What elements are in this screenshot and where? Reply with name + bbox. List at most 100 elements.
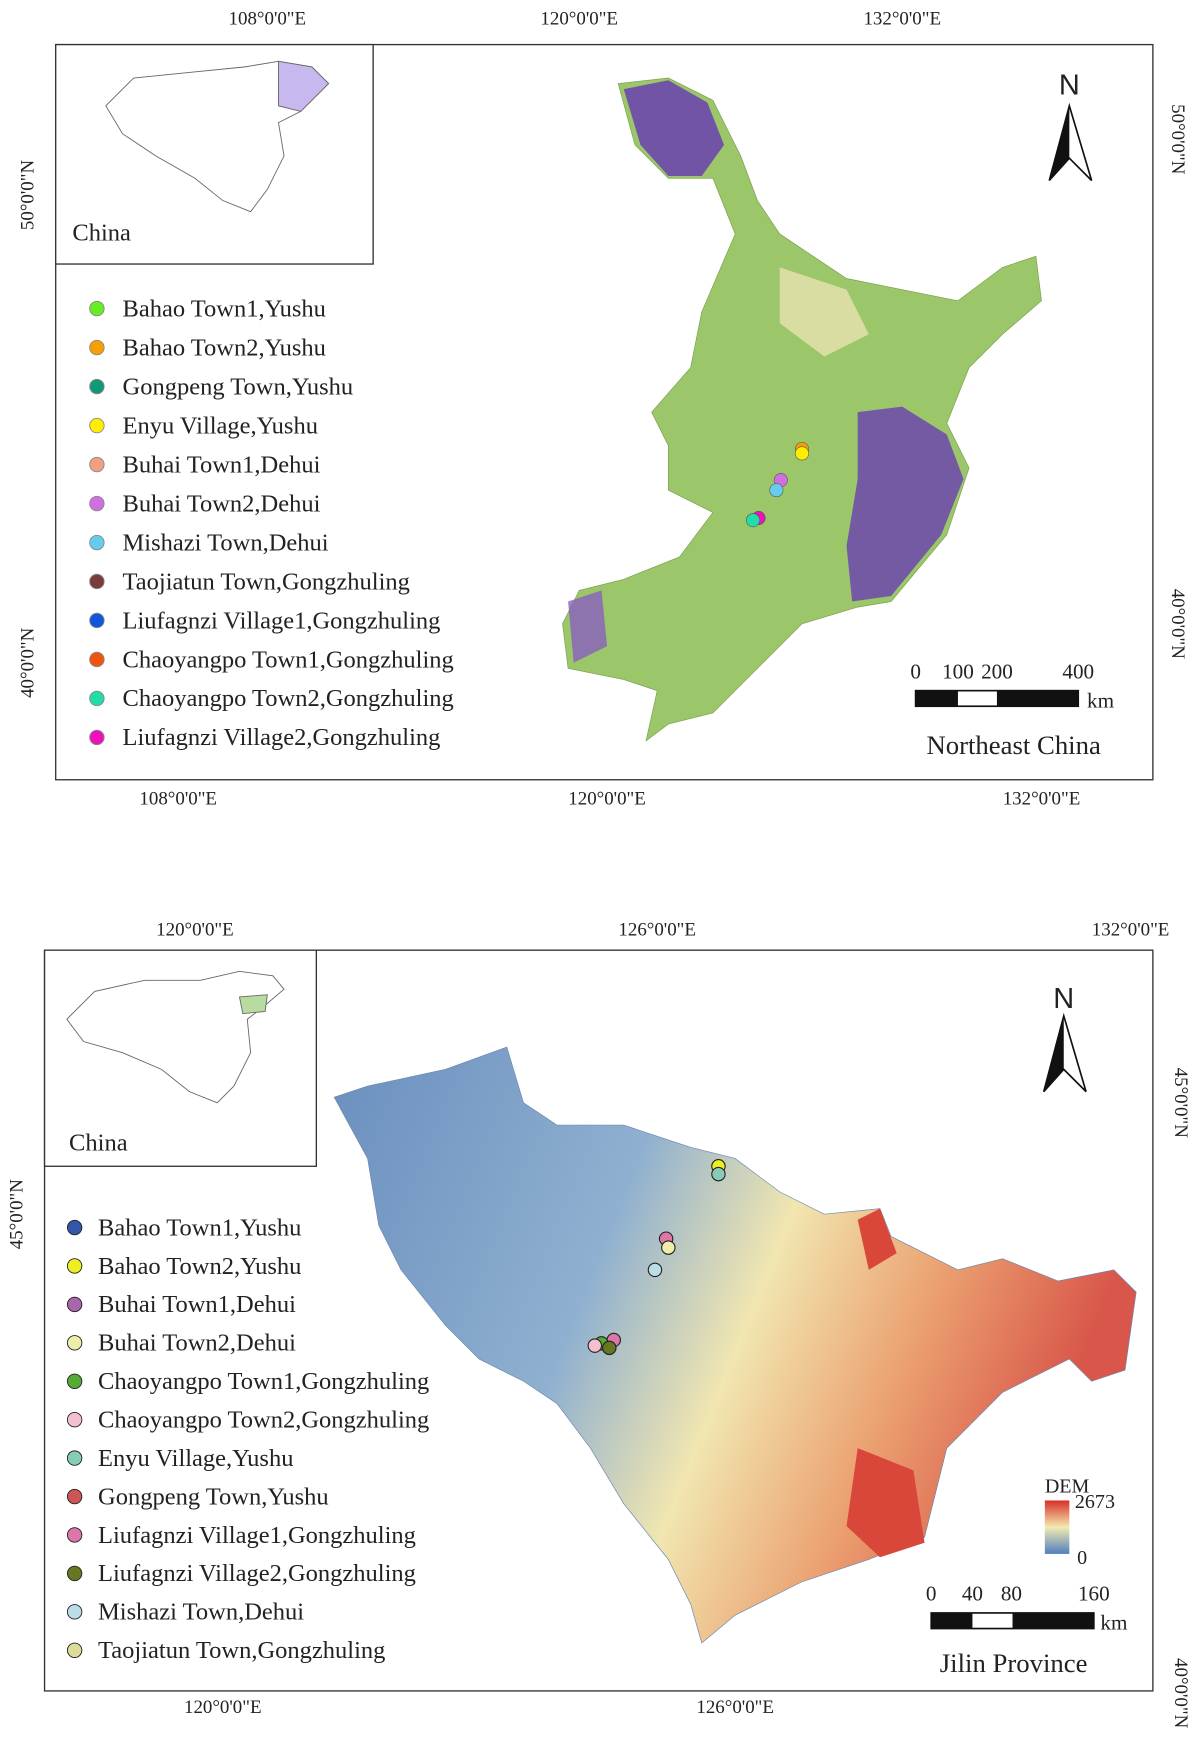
legend-marker xyxy=(89,612,105,629)
longitude-label: 108°0'0"E xyxy=(229,9,307,30)
legend-marker xyxy=(89,573,105,590)
legend-label: Chaoyangpo Town1,Gongzhuling xyxy=(98,1368,429,1395)
legend-label: Liufagnzi Village2,Gongzhuling xyxy=(123,724,441,751)
legend-marker xyxy=(66,1488,83,1505)
longitude-label: 132°0'0"E xyxy=(1003,788,1081,809)
longitude-label: 126°0'0"E xyxy=(696,1697,774,1718)
legend-label: Gongpeng Town,Yushu xyxy=(123,373,354,400)
scale-unit: km xyxy=(1100,1611,1128,1635)
north-arrow xyxy=(1049,105,1070,181)
legend-marker xyxy=(89,417,105,434)
legend-label: Chaoyangpo Town2,Gongzhuling xyxy=(98,1406,429,1433)
inset-frame xyxy=(43,949,318,1167)
map-title: Northeast China xyxy=(926,730,1101,760)
map-frame xyxy=(43,949,1154,1692)
legend-label: Enyu Village,Yushu xyxy=(123,412,318,439)
dem-min: 0 xyxy=(1077,1547,1087,1569)
north-label: N xyxy=(1053,983,1074,1015)
china-outline xyxy=(66,970,285,1104)
longitude-label: 120°0'0"E xyxy=(568,788,646,809)
latitude-label: 45°0'0"N xyxy=(1170,1068,1191,1139)
legend-label: Bahao Town1,Yushu xyxy=(98,1214,301,1241)
legend-marker xyxy=(89,729,105,746)
highland xyxy=(846,1448,925,1558)
highland xyxy=(568,590,608,663)
inset-label: China xyxy=(72,220,131,247)
legend-label: Liufagnzi Village2,Gongzhuling xyxy=(98,1560,416,1587)
legend-label: Taojiatun Town,Gongzhuling xyxy=(98,1637,385,1664)
legend-label: Bahao Town1,Yushu xyxy=(123,295,326,322)
legend-label: Enyu Village,Yushu xyxy=(98,1445,293,1472)
legend-marker xyxy=(66,1450,83,1466)
scale-unit: km xyxy=(1087,688,1115,712)
north-label: N xyxy=(1059,70,1080,102)
legend-label: Chaoyangpo Town2,Gongzhuling xyxy=(123,685,454,712)
legend-marker xyxy=(89,690,105,707)
china-outline xyxy=(105,60,330,213)
latitude-label: 40°0'0"N xyxy=(1170,1658,1191,1729)
legend-marker xyxy=(89,495,105,512)
legend-label: Buhai Town1,Dehui xyxy=(98,1291,296,1318)
legend-label: Mishazi Town,Dehui xyxy=(98,1599,304,1626)
scale-label: 80 xyxy=(1001,1582,1022,1606)
scale-label: 160 xyxy=(1078,1582,1110,1606)
legend-marker xyxy=(89,534,105,551)
legend-marker xyxy=(66,1565,83,1582)
jilin-province xyxy=(333,1046,1137,1644)
scale-label: 0 xyxy=(926,1582,937,1606)
inset-highlight xyxy=(278,60,330,112)
longitude-label: 132°0'0"E xyxy=(863,9,941,30)
dem-max: 2673 xyxy=(1075,1491,1115,1513)
legend-marker xyxy=(89,378,105,395)
inset-label: China xyxy=(69,1130,128,1157)
map-frame xyxy=(55,43,1154,781)
highland xyxy=(857,1208,897,1270)
legend-marker xyxy=(89,339,105,356)
scale-label: 0 xyxy=(910,659,921,683)
legend-label: Taojiatun Town,Gongzhuling xyxy=(123,568,410,595)
sample-sites xyxy=(746,441,809,528)
inset-highlight xyxy=(238,994,268,1015)
scale-label: 100 xyxy=(942,659,974,683)
sample-sites xyxy=(587,1159,726,1356)
scale-label: 40 xyxy=(962,1582,983,1606)
northeast-china xyxy=(562,77,1042,742)
legend-label: Bahao Town2,Yushu xyxy=(98,1253,301,1280)
legend-label: Gongpeng Town,Yushu xyxy=(98,1483,329,1510)
legend-label: Bahao Town2,Yushu xyxy=(123,334,326,361)
legend-label: Buhai Town2,Dehui xyxy=(123,490,321,517)
legend-marker xyxy=(89,456,105,473)
latitude-label: 45°0'0"N xyxy=(6,1179,27,1250)
latitude-label: 50°0'0"N xyxy=(17,160,38,231)
scale-bar xyxy=(930,1612,1095,1630)
latitude-label: 50°0'0"N xyxy=(1167,104,1188,175)
scale-label: 400 xyxy=(1062,659,1094,683)
longitude-label: 108°0'0"E xyxy=(139,788,217,809)
dem-title: DEM xyxy=(1045,1476,1090,1498)
longitude-label: 126°0'0"E xyxy=(618,920,696,941)
legend-marker xyxy=(66,1412,83,1428)
highland xyxy=(846,406,964,602)
legend-marker xyxy=(66,1604,83,1620)
legend-label: Chaoyangpo Town1,Gongzhuling xyxy=(123,646,454,673)
legend-label: Buhai Town1,Dehui xyxy=(123,451,321,478)
legend-marker xyxy=(66,1296,83,1313)
legend-marker xyxy=(66,1219,83,1236)
legend-marker xyxy=(66,1335,83,1351)
dem-colorbar xyxy=(1044,1500,1070,1554)
scale-label: 200 xyxy=(981,659,1013,683)
legend-label: Mishazi Town,Dehui xyxy=(123,529,329,556)
scale-bar xyxy=(914,689,1080,708)
longitude-label: 120°0'0"E xyxy=(184,1697,262,1718)
legend-label: Buhai Town2,Dehui xyxy=(98,1330,296,1357)
legend-marker xyxy=(66,1373,83,1389)
legend-label: Liufagnzi Village1,Gongzhuling xyxy=(98,1522,416,1549)
longitude-label: 120°0'0"E xyxy=(540,9,618,30)
legend-label: Liufagnzi Village1,Gongzhuling xyxy=(123,607,441,634)
legend-marker xyxy=(66,1258,83,1274)
longitude-label: 120°0'0"E xyxy=(156,920,234,941)
map-title: Jilin Province xyxy=(940,1648,1088,1678)
legend-marker xyxy=(66,1642,83,1658)
highland xyxy=(623,80,725,177)
